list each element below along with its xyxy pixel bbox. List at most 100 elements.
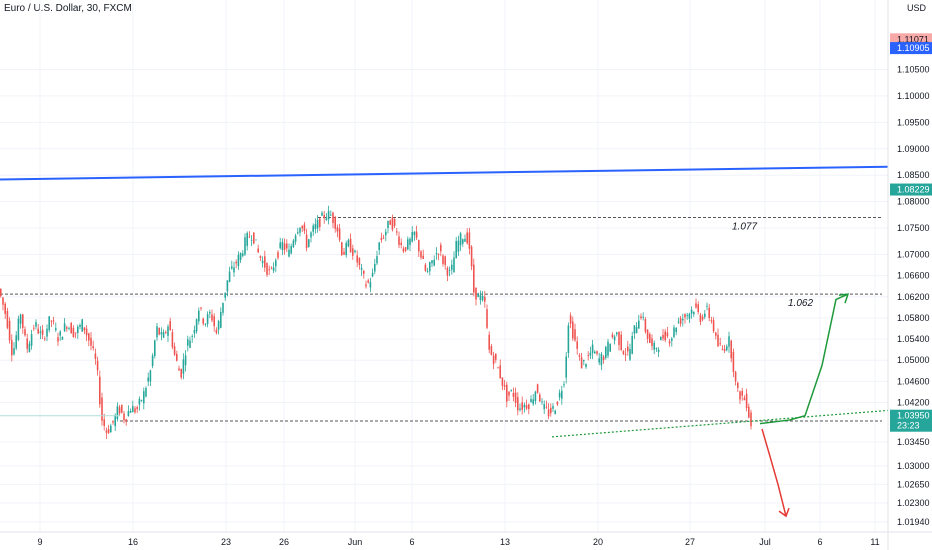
- candle-body: [690, 309, 693, 314]
- candle-body: [495, 353, 497, 360]
- candle-body: [143, 391, 145, 404]
- candle-body: [589, 352, 592, 356]
- candle-body: [136, 407, 138, 410]
- candle-body: [44, 338, 46, 340]
- candle-body: [631, 335, 633, 354]
- candle-body: [286, 243, 288, 249]
- level-label: 1.062: [788, 298, 813, 309]
- candle-body: [41, 329, 44, 335]
- candle-body: [66, 327, 68, 329]
- candle-body: [206, 314, 209, 324]
- candle-body: [127, 411, 130, 417]
- candle-body: [457, 240, 460, 252]
- candle-body: [52, 320, 55, 322]
- candle-body: [189, 340, 191, 348]
- candle-body: [448, 270, 451, 271]
- candle-body: [620, 334, 622, 350]
- candle-body: [424, 264, 427, 271]
- price-tag-label: 1.11071: [897, 34, 929, 44]
- price-axis[interactable]: 1.01940 1.02300 1.02650 1.03000 1.03450 1.042…: [887, 0, 930, 550]
- candle-body: [132, 406, 134, 413]
- time-axis[interactable]: 9 16 23 26 Jun 6 13 20 27 Jul 6 11: [0, 531, 932, 547]
- candle-body: [510, 390, 512, 392]
- candle-body: [413, 231, 416, 236]
- candle-body: [301, 225, 303, 229]
- candle-body: [275, 260, 277, 267]
- arrowhead-down: [778, 507, 790, 518]
- candle-body: [341, 242, 343, 256]
- chart-title: Euro / U.S. Dollar, 30, FXCM: [4, 3, 132, 14]
- candle-body: [723, 348, 726, 351]
- candle-body: [107, 429, 110, 433]
- candle-body: [594, 351, 596, 354]
- candle-body: [565, 356, 567, 378]
- candle-body: [415, 231, 418, 238]
- candle-body: [739, 391, 741, 400]
- candle-body: [30, 334, 33, 346]
- candle-body: [521, 402, 523, 410]
- candle-body: [459, 233, 462, 246]
- candle-body: [17, 318, 20, 340]
- candle-body: [481, 295, 484, 301]
- candle-body: [712, 320, 715, 332]
- candle-body: [360, 267, 363, 270]
- candle-body: [37, 328, 39, 334]
- candle-body: [699, 314, 702, 322]
- candle-body: [303, 224, 306, 231]
- price-tag-label: 1.10905: [897, 43, 930, 53]
- candle-body: [638, 320, 640, 329]
- candle-body: [160, 332, 163, 335]
- candle-body: [607, 341, 609, 356]
- candle-body: [235, 261, 237, 264]
- candle-body: [246, 232, 248, 246]
- candle-body: [156, 326, 158, 338]
- candle-body: [732, 351, 735, 372]
- candle-body: [402, 248, 405, 252]
- candle-body: [393, 218, 396, 226]
- candle-body: [310, 232, 312, 238]
- candle-body: [501, 377, 504, 386]
- candle-body: [715, 332, 717, 336]
- candle-body: [552, 406, 554, 409]
- candle-body: [396, 231, 398, 233]
- candle-body: [259, 255, 262, 258]
- candle-body: [455, 241, 457, 259]
- candle-body: [567, 325, 570, 353]
- candle-body: [123, 413, 125, 421]
- candle-body: [646, 329, 649, 339]
- candle-body: [642, 316, 644, 318]
- candle-body: [391, 217, 394, 230]
- candle-body: [635, 327, 638, 334]
- candle-body: [268, 269, 270, 271]
- candle-body: [28, 343, 31, 352]
- candle-body: [173, 346, 176, 355]
- candle-body: [112, 420, 114, 423]
- bullish-projection-arrow: [759, 293, 849, 425]
- candle-body: [528, 404, 530, 409]
- candle-body: [662, 334, 664, 339]
- candle-body: [704, 313, 706, 318]
- candle-body: [701, 316, 704, 320]
- candle-body: [248, 236, 251, 238]
- candle-body: [583, 359, 585, 362]
- candle-body: [420, 251, 422, 258]
- candle-body: [92, 346, 94, 349]
- candle-body: [622, 351, 625, 354]
- candle-body: [378, 242, 380, 251]
- candle-body: [578, 355, 581, 357]
- candle-body: [446, 267, 449, 276]
- candle-body: [367, 280, 369, 283]
- candle-body: [664, 331, 666, 341]
- candle-body: [519, 408, 521, 410]
- candle-body: [409, 238, 411, 245]
- candle-body: [468, 232, 471, 249]
- candle-body: [462, 239, 464, 244]
- candle-body: [61, 336, 64, 340]
- candle-body: [8, 320, 11, 341]
- candle-body: [292, 240, 295, 247]
- candle-body: [226, 280, 229, 292]
- price-tick-label: 1.10500: [897, 65, 930, 75]
- candle-body: [228, 271, 231, 282]
- candle-body: [470, 246, 473, 267]
